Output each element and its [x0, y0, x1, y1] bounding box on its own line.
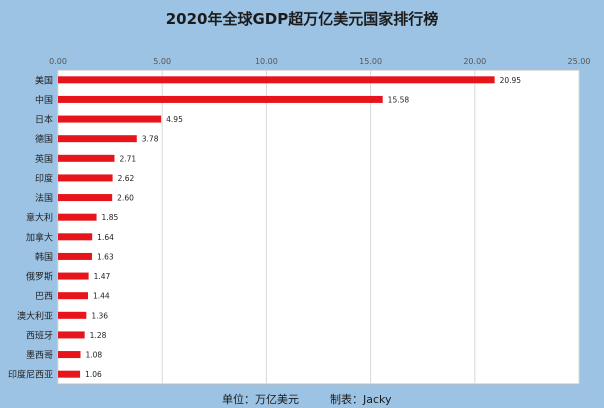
category-label: 俄罗斯 — [26, 271, 53, 283]
data-label: 2.71 — [119, 154, 136, 163]
bar — [58, 370, 81, 378]
x-tick-label: 0.00 — [49, 57, 67, 66]
category-label: 西班牙 — [26, 329, 53, 341]
category-label: 澳大利亚 — [17, 310, 53, 322]
bar — [58, 311, 87, 319]
bar — [58, 292, 89, 300]
category-label: 印度尼西亚 — [8, 369, 53, 381]
x-tick-label: 25.00 — [568, 57, 591, 66]
data-label: 1.63 — [97, 252, 114, 261]
x-tick-label: 15.00 — [359, 57, 382, 66]
bar — [58, 233, 93, 241]
category-label: 美国 — [35, 74, 53, 86]
data-label: 1.06 — [85, 370, 102, 379]
data-label: 1.44 — [93, 292, 110, 301]
author-note: 制表：Jacky — [330, 393, 392, 406]
bar — [58, 272, 89, 280]
data-label: 1.28 — [90, 331, 107, 340]
x-tick-label: 5.00 — [153, 57, 171, 66]
bar — [58, 174, 113, 182]
category-label: 法国 — [35, 192, 53, 204]
category-label: 巴西 — [35, 291, 53, 302]
data-label: 1.08 — [86, 351, 103, 360]
category-label: 韩国 — [35, 251, 53, 263]
category-label: 意大利 — [26, 212, 53, 224]
category-label: 日本 — [35, 114, 53, 126]
data-label: 2.60 — [117, 194, 134, 203]
bar — [58, 194, 113, 202]
x-tick-label: 20.00 — [463, 57, 486, 66]
category-label: 英国 — [35, 153, 53, 165]
data-label: 1.64 — [97, 233, 114, 242]
data-label: 15.58 — [388, 95, 410, 104]
bar — [58, 213, 97, 221]
category-label: 中国 — [35, 94, 53, 106]
bar — [58, 154, 115, 162]
bar — [58, 76, 495, 84]
bar — [58, 115, 162, 123]
unit-note: 单位：万亿美元 — [222, 393, 299, 406]
data-label: 20.95 — [500, 76, 522, 85]
data-label: 1.85 — [102, 213, 119, 222]
category-label: 印度 — [35, 172, 53, 184]
category-label: 加拿大 — [26, 231, 53, 243]
data-label: 4.95 — [166, 115, 183, 124]
bar — [58, 331, 85, 339]
chart-title: 2020年全球GDP超万亿美元国家排行榜 — [165, 10, 439, 28]
category-label: 德国 — [35, 133, 53, 145]
data-label: 2.62 — [118, 174, 135, 183]
bar — [58, 252, 92, 260]
category-label: 墨西哥 — [26, 350, 53, 361]
x-tick-label: 10.00 — [255, 57, 278, 66]
bar — [58, 95, 383, 103]
data-label: 3.78 — [142, 135, 159, 144]
data-label: 1.47 — [94, 272, 111, 281]
data-label: 1.36 — [91, 311, 108, 320]
bar — [58, 351, 81, 359]
bar — [58, 135, 137, 143]
